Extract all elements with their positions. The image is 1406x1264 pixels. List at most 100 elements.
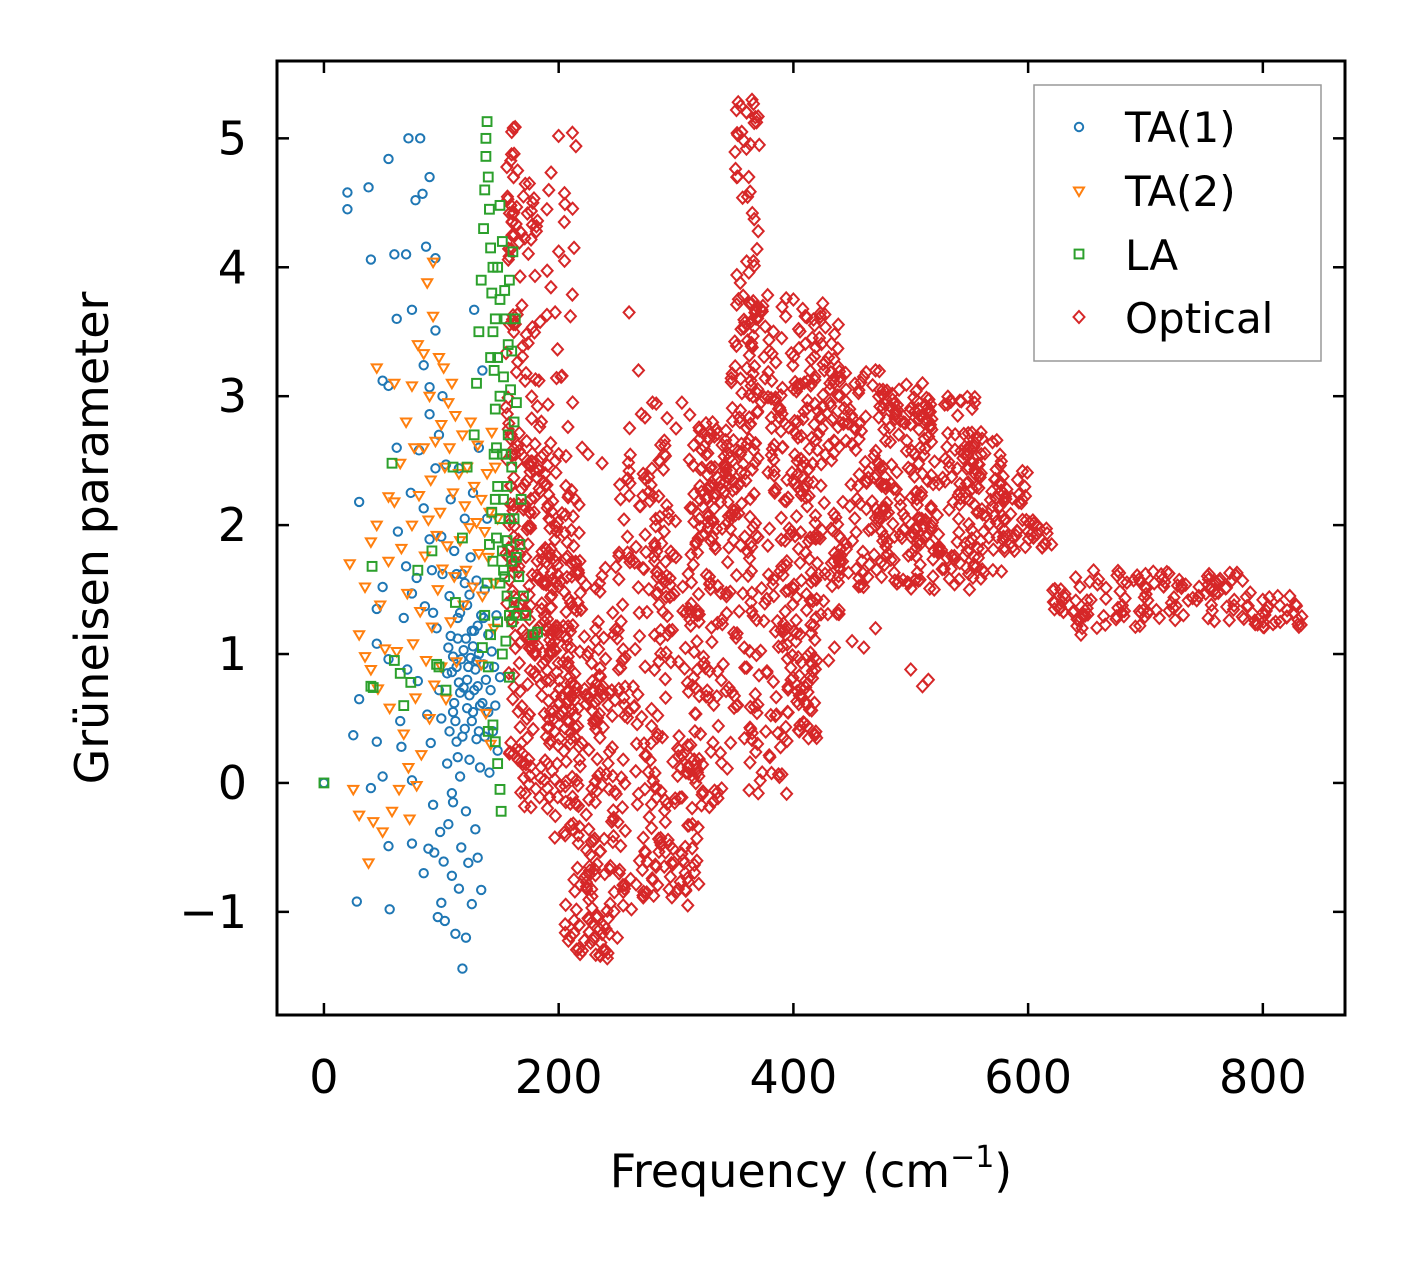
x-tick-label: 400: [749, 1050, 837, 1104]
data-point: [686, 770, 701, 786]
data-point: [550, 341, 565, 357]
data-point: [760, 663, 774, 679]
data-point: [506, 461, 518, 473]
data-point: [391, 442, 402, 453]
data-point: [709, 521, 724, 537]
data-point: [606, 828, 621, 844]
data-point: [523, 458, 538, 474]
data-point: [525, 195, 540, 211]
data-point: [463, 857, 474, 869]
data-point: [581, 690, 596, 706]
data-point: [692, 751, 707, 767]
data-point: [416, 349, 431, 361]
data-point: [711, 718, 726, 734]
data-point: [663, 544, 678, 560]
data-point: [648, 765, 662, 781]
data-point: [689, 534, 703, 550]
data-point: [458, 501, 472, 513]
data-point: [1279, 609, 1294, 625]
data-point: [658, 814, 673, 830]
data-point: [565, 125, 580, 141]
data-point: [463, 417, 478, 429]
data-point: [771, 725, 785, 741]
data-point: [361, 858, 376, 870]
data-point: [605, 708, 620, 724]
data-point: [563, 796, 578, 812]
data-point: [814, 410, 829, 426]
data-point: [714, 781, 729, 796]
data-point: [445, 378, 459, 391]
data-point: [601, 945, 615, 961]
data-point: [811, 426, 826, 442]
data-point: [496, 545, 508, 557]
data-point: [801, 730, 816, 746]
data-point: [747, 319, 761, 335]
data-point: [348, 730, 359, 741]
data-point: [660, 627, 675, 643]
data-point: [706, 794, 721, 810]
data-point: [853, 496, 868, 512]
data-point: [431, 658, 443, 670]
data-point: [548, 532, 562, 548]
data-point: [660, 796, 675, 812]
data-point: [542, 789, 557, 805]
data-point: [1012, 494, 1026, 510]
data-point: [800, 718, 815, 734]
data-point: [667, 586, 681, 602]
data-point: [743, 184, 757, 200]
data-point: [743, 491, 758, 507]
data-point: [833, 530, 848, 546]
data-point: [430, 463, 441, 474]
data-point: [486, 506, 498, 518]
data-point: [462, 523, 477, 535]
data-point: [484, 203, 495, 215]
data-point: [1032, 521, 1047, 537]
data-point: [644, 718, 659, 734]
data-point: [998, 488, 1013, 504]
data-point: [959, 560, 974, 576]
data-point: [813, 530, 828, 546]
data-point: [766, 324, 781, 340]
data-point: [731, 443, 746, 459]
data-point: [664, 654, 678, 670]
data-point: [729, 297, 744, 313]
data-point: [653, 646, 668, 662]
data-point: [776, 616, 791, 632]
data-point: [964, 522, 979, 538]
data-point: [1068, 569, 1083, 585]
data-point: [572, 917, 587, 933]
data-point: [968, 389, 982, 405]
data-point: [827, 434, 842, 450]
data-point: [882, 420, 897, 436]
data-point: [655, 729, 670, 745]
data-point: [1174, 577, 1189, 593]
data-point: [1070, 612, 1085, 628]
data-point: [408, 693, 423, 705]
data-point: [406, 304, 418, 316]
data-point: [520, 676, 535, 692]
data-point: [560, 548, 575, 564]
data-point: [540, 800, 555, 816]
data-point: [675, 579, 690, 595]
data-point: [420, 278, 434, 290]
data-point: [430, 325, 441, 336]
data-point: [1176, 607, 1191, 623]
data-point: [947, 576, 962, 592]
data-point: [540, 263, 555, 279]
data-point: [1010, 524, 1024, 540]
data-point: [517, 798, 532, 814]
data-point: [572, 739, 586, 755]
data-point: [426, 257, 440, 270]
data-point: [532, 789, 547, 805]
data-point: [660, 410, 674, 426]
data-point: [725, 482, 740, 498]
data-point: [914, 511, 929, 527]
data-point: [986, 562, 1000, 578]
data-point: [398, 700, 410, 711]
data-point: [406, 838, 418, 849]
data-point: [510, 307, 525, 323]
data-point: [775, 380, 790, 396]
data-point: [536, 446, 551, 462]
data-point: [930, 507, 945, 523]
data-point: [921, 672, 936, 688]
